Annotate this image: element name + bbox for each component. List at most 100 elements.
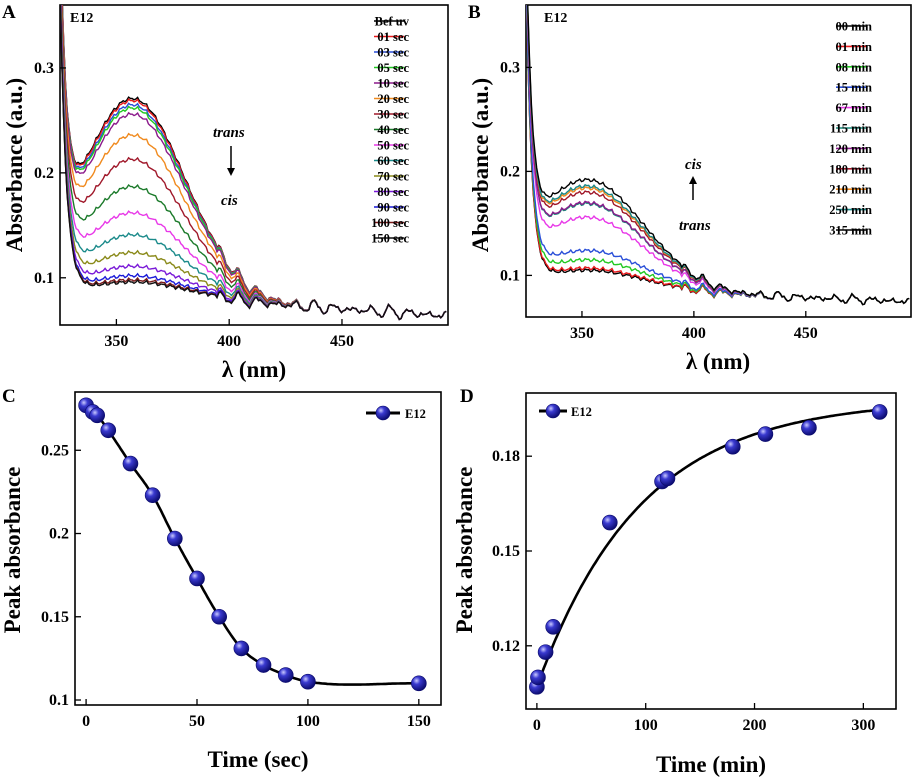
panel-d-data-point (545, 619, 562, 635)
panel-d-data-point (537, 644, 554, 660)
panel-a-legend-label: 90 sec (377, 201, 409, 215)
panel-a-legend-label: 50 sec (377, 139, 409, 153)
panel-a-legend-label: 80 sec (377, 185, 409, 199)
panel-c-frame (74, 391, 442, 706)
panel-a-legend-label: 03 sec (377, 46, 409, 60)
panel-a-legend-label: 150 sec (371, 232, 409, 246)
panel-b-arrow-head (689, 176, 697, 184)
panel-a-arrow-bottom-label: cis (221, 193, 238, 209)
panel-c-ytick-label: 0.25 (41, 442, 69, 459)
panel-b-arrow-bottom-label: trans (679, 218, 711, 234)
panel-b-legend-label: 315 min (829, 224, 872, 238)
panel-c: 0 50 100 150 0.1 0.15 0.2 0.25 E12 Time (sec) P… (0, 391, 442, 772)
panel-c-letter: C (2, 386, 16, 407)
panel-a-legend-label: 70 sec (377, 170, 409, 184)
panel-c-ylabel: Peak absorbance (0, 467, 25, 634)
panel-a-xtick-label: 400 (217, 333, 241, 350)
panel-a-letter: A (2, 2, 16, 23)
panel-a-ticks: 350 400 450 0.1 0.2 0.3 (34, 60, 354, 350)
panel-d-ytick-label: 0.15 (492, 543, 520, 560)
panel-b-legend: 00 min 01 min 08 min 15 min 67 min 115 min 120… (829, 20, 872, 238)
panel-b-curves (526, 5, 910, 306)
panel-d-fit-line (535, 408, 880, 688)
panel-a-legend-label: 01 sec (377, 30, 409, 44)
panel-c-data-point (411, 675, 427, 692)
panel-a-xtick-label: 450 (330, 333, 354, 350)
panel-d-xtick-label: 300 (851, 717, 875, 734)
panel-b-legend-label: 250 min (829, 203, 872, 217)
panel-b-legend-label: 67 min (836, 101, 873, 115)
panel-d-ytick-label: 0.18 (492, 448, 520, 465)
panel-a-legend-label: 20 sec (377, 92, 409, 106)
panel-a-ytick-label: 0.3 (34, 60, 54, 77)
panel-a-ytick-label: 0.1 (34, 270, 54, 287)
panel-a-legend-label: 05 sec (377, 61, 409, 75)
panel-a-legend-label: 30 sec (377, 108, 409, 122)
panel-c-data-point (211, 608, 227, 625)
panel-d-legend-marker (545, 403, 561, 419)
panel-a-legend-label: 40 sec (377, 123, 409, 137)
panel-d-ytick-label: 0.12 (492, 638, 520, 655)
panel-b-legend-label: 115 min (830, 122, 872, 136)
panel-c-data-point (122, 455, 139, 472)
panel-d-data-point (724, 438, 741, 455)
panel-b-arrow-top-label: cis (685, 157, 702, 173)
panel-a-legend-label: 100 sec (371, 216, 409, 230)
panel-b-xtick-label: 350 (570, 325, 594, 342)
panel-d-legend: E12 (539, 403, 592, 419)
panel-a-curves (60, 5, 447, 321)
panel-b-ylabel: Absorbance (a.u.) (468, 78, 493, 252)
panel-d-data-point (601, 514, 618, 531)
panel-c-ytick-label: 0.1 (49, 692, 69, 709)
panel-a-legend-label: 10 sec (377, 77, 409, 91)
panel-b-xlabel: λ (nm) (686, 349, 750, 374)
panel-b-ticks: 350 400 450 0.1 0.2 0.3 (500, 59, 818, 342)
panel-b-legend-label: 08 min (836, 60, 873, 74)
panel-c-plot (78, 397, 427, 692)
panel-d-xlabel: Time (min) (656, 752, 766, 777)
panel-a-xlabel: λ (nm) (222, 357, 286, 382)
panel-c-xtick-label: 0 (82, 713, 90, 730)
panel-c-legend-marker (375, 405, 391, 421)
panel-b-legend-label: 15 min (836, 81, 873, 95)
panel-a-legend-label: 60 sec (377, 154, 409, 168)
panel-c-xtick-label: 50 (189, 713, 205, 730)
panel-c-legend: E12 (366, 405, 426, 421)
panel-d-ylabel: Peak absorbance (452, 467, 477, 634)
panel-c-ytick-label: 0.2 (49, 526, 69, 543)
panel-d-data-point (871, 404, 888, 420)
panel-c-data-point (255, 657, 272, 673)
panel-b-legend-label: 00 min (836, 20, 873, 34)
panel-d-xtick-label: 200 (743, 717, 767, 734)
panel-b-legend-label: 210 min (829, 183, 872, 197)
panel-d-data-point (659, 470, 676, 487)
panel-b-ytick-label: 0.1 (500, 267, 520, 284)
b-series-line (527, 5, 910, 306)
panel-c-xtick-label: 150 (407, 713, 431, 730)
panel-d-letter: D (460, 386, 474, 407)
panel-b-xtick-label: 450 (794, 325, 818, 342)
panel-d-data-point (801, 419, 817, 436)
panel-d-plot (529, 404, 888, 695)
panel-c-data-point (189, 570, 205, 587)
panel-b-legend-label: 01 min (836, 40, 873, 54)
panel-d-ticks: 0 100 200 300 0.12 0.15 0.18 (492, 448, 875, 734)
a-series-line (60, 5, 447, 321)
panel-c-data-point (167, 530, 183, 547)
panel-b-xtick-label: 400 (682, 325, 706, 342)
panel-a-ytick-label: 0.2 (34, 165, 54, 182)
panel-c-data-point (100, 422, 117, 439)
panel-c-data-point (300, 673, 316, 690)
panel-a-sample-tag: E12 (70, 11, 93, 26)
panel-d-xtick-label: 0 (533, 717, 541, 734)
panel-c-data-point (144, 487, 161, 504)
panel-c-xtick-label: 100 (296, 713, 320, 730)
panel-c-data-point (89, 407, 105, 424)
panel-b-frame (525, 4, 912, 318)
panel-a-legend-label: Bef uv (375, 15, 410, 29)
panel-c-ticks: 0 50 100 150 0.1 0.15 0.2 0.25 (41, 442, 431, 730)
panel-d-frame (525, 392, 897, 710)
